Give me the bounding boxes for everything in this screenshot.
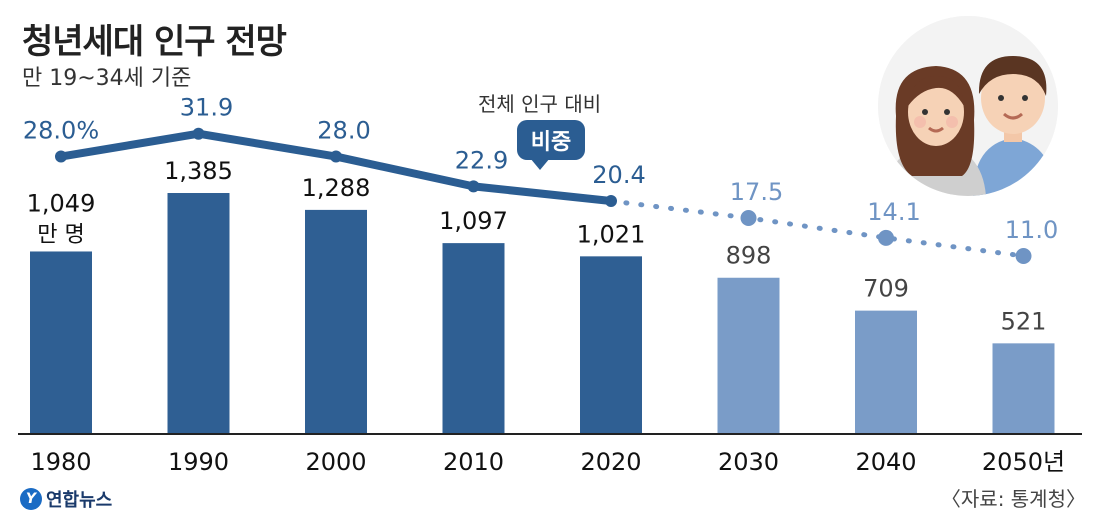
x-tick-1980: 1980 [30,448,91,476]
ratio-label-2050년: 11.0 [1005,216,1058,244]
yonhap-logo-text: 연합뉴스 [46,490,113,511]
ratio-point-2020 [605,195,617,208]
ratio-label-2000: 28.0 [317,117,370,145]
ratio-point-2010 [467,180,480,193]
ratio-label-1990: 31.9 [180,94,233,122]
bar-1980 [30,251,92,434]
ratio-label-2030: 17.5 [730,178,783,206]
ratio-point-2030 [740,209,757,226]
x-tick-2020: 2020 [580,448,641,476]
bar-2030 [717,277,780,434]
bar-label-1990: 1,385 [164,157,233,185]
ratio-point-1990 [192,127,205,140]
bar-label-2000: 1,288 [302,174,371,202]
ratio-point-1980 [55,150,67,163]
chart-subtitle: 만 19~34세 기준 [22,66,192,91]
bar-unit-label: 만 명 [37,222,84,247]
x-tick-1990: 1990 [168,448,229,476]
ratio-label-2010: 22.9 [455,146,508,174]
bar-label-1980: 1,049 [27,189,96,217]
ratio-callout-note: 전체 인구 대비 [478,92,602,116]
bar-label-2010: 1,097 [439,207,508,235]
bar-label-2050년: 521 [1001,307,1047,335]
bar-label-2020: 1,021 [577,220,646,248]
ratio-label-2020: 20.4 [592,161,645,189]
x-tick-2040: 2040 [855,448,916,476]
x-tick-2010: 2010 [443,448,504,476]
ratio-callout-tail [530,158,550,170]
bar-2000 [305,209,367,434]
bar-2050년 [992,343,1055,434]
bar-label-2030: 898 [726,242,772,270]
ratio-point-2050년 [1015,248,1032,264]
chart-title: 청년세대 인구 전망 [22,22,287,62]
ratio-label-2040: 14.1 [867,198,920,226]
x-tick-2050년: 2050년 [982,448,1065,476]
yonhap-logo-icon: Y [20,488,42,510]
ratio-line-projected [608,198,1026,259]
bar-1990 [167,193,230,434]
bar-label-2040: 709 [863,275,909,303]
source-note: 〈자료: 통계청〉 [940,487,1086,511]
ratio-label-1980: 28.0% [23,117,99,145]
bar-2020 [580,256,642,434]
x-tick-2000: 2000 [305,448,366,476]
x-tick-2030: 2030 [718,448,779,476]
ratio-point-2040 [878,229,894,246]
bar-2040 [855,310,917,434]
yonhap-logo: Y 연합뉴스 [20,486,112,512]
ratio-point-2000 [330,150,342,163]
ratio-callout-label: 비중 [517,120,585,160]
bar-2010 [442,243,505,434]
